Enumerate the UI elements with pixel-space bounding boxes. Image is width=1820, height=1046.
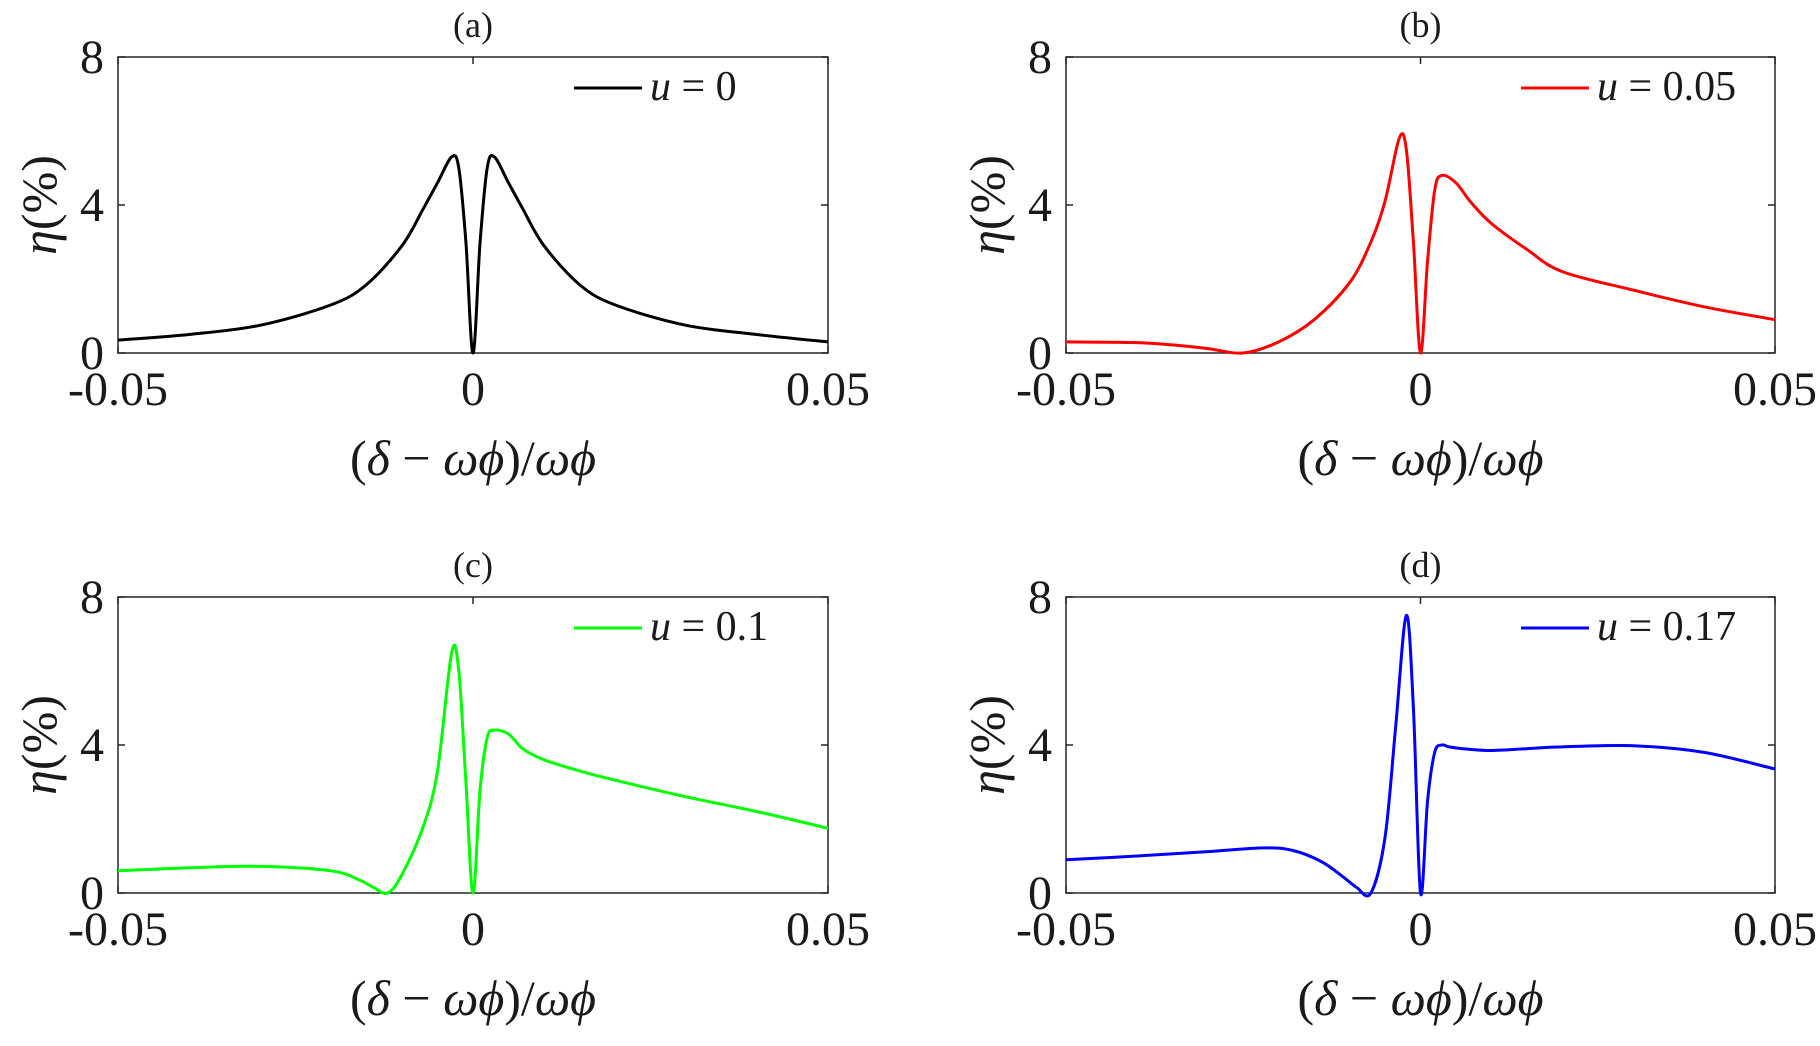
panel-d: 048-0.05 0 0.05(d)(δ − ωϕ)/ωϕη(%)u = 0.17 (959, 545, 1817, 1026)
x-tick-label: -0.05 (68, 903, 168, 956)
x-tick-label: 0 (461, 903, 485, 956)
x-tick-label: 0.05 (1733, 903, 1817, 956)
x-tick-label: -0.05 (68, 363, 168, 416)
y-tick-label: 4 (80, 179, 104, 232)
panel-a: 048-0.05 0 0.05(a)(δ − ωϕ)/ωϕη(%)u = 0 (11, 5, 870, 486)
y-tick-label: 4 (80, 719, 104, 772)
legend-label: u = 0.17 (1597, 604, 1736, 650)
y-tick-label: 0 (1028, 867, 1052, 920)
x-tick-label: 0.05 (786, 363, 870, 416)
y-tick-label: 8 (1028, 571, 1052, 624)
y-axis-label: η(%) (959, 155, 1015, 255)
x-axis-label: (δ − ωϕ)/ωϕ (1297, 430, 1543, 486)
x-tick-label: 0.05 (786, 903, 870, 956)
legend-label: u = 0.05 (1597, 64, 1736, 110)
x-tick-label: -0.05 (1016, 363, 1116, 416)
x-tick-label: 0.05 (1733, 363, 1817, 416)
y-tick-label: 4 (1028, 719, 1052, 772)
series-line (1065, 132, 1776, 355)
y-axis-label: η(%) (959, 695, 1015, 795)
series-line (117, 643, 829, 895)
legend-label: u = 0.1 (650, 604, 768, 650)
panel-c: 048-0.05 0 0.05(c)(δ − ωϕ)/ωϕη(%)u = 0.1 (11, 545, 870, 1026)
panel-title: (b) (1400, 5, 1442, 45)
y-axis-label: η(%) (11, 695, 67, 795)
y-tick-label: 0 (80, 867, 104, 920)
x-tick-label: 0 (1409, 903, 1433, 956)
x-axis-label: (δ − ωϕ)/ωϕ (350, 970, 596, 1026)
x-tick-label: 0 (1409, 363, 1433, 416)
panel-title: (a) (453, 5, 493, 45)
x-axis-label: (δ − ωϕ)/ωϕ (1297, 970, 1543, 1026)
y-tick-label: 8 (1028, 31, 1052, 84)
y-tick-label: 8 (80, 571, 104, 624)
panel-title: (d) (1400, 545, 1442, 585)
y-axis-label: η(%) (11, 155, 67, 255)
x-tick-label: -0.05 (1016, 903, 1116, 956)
y-tick-label: 8 (80, 31, 104, 84)
x-axis-label: (δ − ωϕ)/ωϕ (350, 430, 596, 486)
x-tick-label: 0 (461, 363, 485, 416)
series-line (1065, 613, 1776, 898)
panel-b: 048-0.05 0 0.05(b)(δ − ωϕ)/ωϕη(%)u = 0.05 (959, 5, 1817, 486)
series-line (117, 154, 829, 355)
y-tick-label: 0 (1028, 327, 1052, 380)
y-tick-label: 0 (80, 327, 104, 380)
y-tick-label: 4 (1028, 179, 1052, 232)
legend-label: u = 0 (650, 64, 737, 110)
panel-title: (c) (453, 545, 493, 585)
